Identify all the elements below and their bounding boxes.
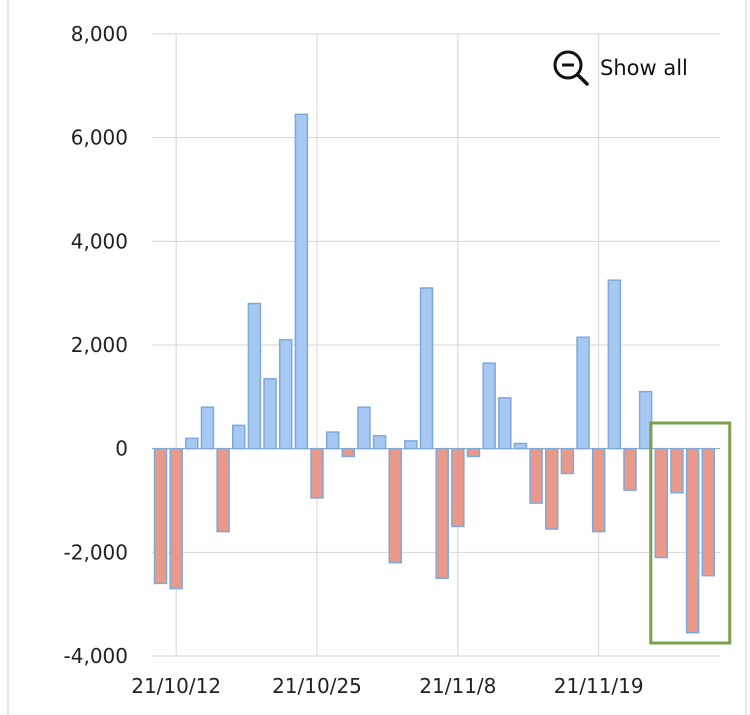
bar-20[interactable] — [466, 447, 481, 458]
y-tick-label: 6,000 — [71, 126, 128, 150]
bars — [153, 113, 715, 634]
bar-25[interactable] — [545, 447, 559, 530]
bar-7[interactable] — [263, 377, 277, 450]
bar-23[interactable] — [513, 442, 528, 450]
x-tick-label: 21/11/19 — [554, 674, 644, 698]
selection-box[interactable] — [649, 421, 732, 645]
bar-0[interactable] — [153, 447, 168, 585]
x-tick-label: 21/11/8 — [419, 674, 496, 698]
bar-2[interactable] — [185, 437, 199, 450]
bar-8[interactable] — [278, 339, 293, 450]
bar-28[interactable] — [591, 447, 606, 533]
x-axis: 21/10/12 21/10/25 21/11/8 21/11/19 — [131, 674, 643, 698]
bar-13[interactable] — [357, 406, 371, 450]
bar-18[interactable] — [435, 447, 449, 579]
bar-10[interactable] — [310, 447, 324, 499]
y-tick-label: 0 — [115, 437, 128, 461]
bar-31[interactable] — [638, 390, 653, 450]
bar-1[interactable] — [169, 447, 183, 590]
bar-3[interactable] — [200, 406, 215, 450]
bar-11[interactable] — [325, 431, 340, 450]
zoom-out-icon — [553, 50, 589, 86]
show-all-label: Show all — [600, 56, 688, 80]
bar-26[interactable] — [560, 447, 575, 475]
y-tick-label: 8,000 — [71, 22, 128, 46]
y-tick-label: 2,000 — [71, 333, 128, 357]
bar-15[interactable] — [388, 447, 402, 564]
bar-9[interactable] — [294, 113, 309, 450]
x-tick-label: 21/10/25 — [272, 674, 362, 698]
bar-16[interactable] — [404, 440, 418, 450]
bar-17[interactable] — [419, 287, 434, 450]
y-tick-label: 4,000 — [71, 229, 128, 253]
bar-14[interactable] — [372, 434, 387, 450]
bar-12[interactable] — [341, 447, 356, 458]
y-tick-label: -2,000 — [64, 540, 128, 564]
bar-29[interactable] — [607, 279, 622, 450]
bar-34[interactable] — [685, 447, 700, 634]
bar-32[interactable] — [654, 447, 669, 559]
bar-6[interactable] — [247, 302, 262, 450]
bar-35[interactable] — [701, 447, 715, 577]
show-all-button[interactable]: Show all — [552, 48, 688, 88]
bar-24[interactable] — [529, 447, 543, 504]
bar-22[interactable] — [498, 397, 512, 450]
bar-19[interactable] — [451, 447, 465, 528]
y-axis: -4,000 -2,000 0 2,000 4,000 6,000 8,000 — [64, 22, 128, 668]
bar-21[interactable] — [482, 362, 496, 450]
highlight-box[interactable] — [649, 421, 732, 645]
bar-33[interactable] — [670, 447, 684, 494]
x-tick-label: 21/10/12 — [131, 674, 221, 698]
grid — [7, 0, 747, 715]
bar-4[interactable] — [216, 447, 230, 533]
bar-5[interactable] — [232, 424, 246, 450]
bar-27[interactable] — [576, 336, 590, 450]
bar-30[interactable] — [623, 447, 637, 491]
y-tick-label: -4,000 — [64, 644, 128, 668]
